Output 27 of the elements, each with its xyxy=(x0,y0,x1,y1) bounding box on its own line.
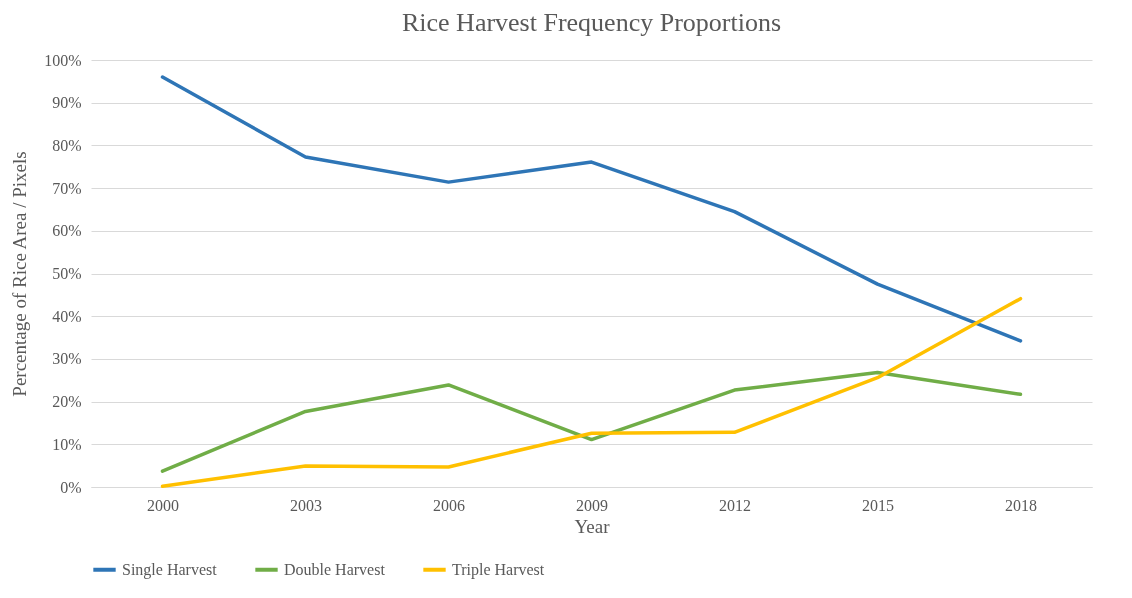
y-tick-label: 10% xyxy=(52,435,82,453)
chart-title: Rice Harvest Frequency Proportions xyxy=(401,8,782,37)
y-tick-label: 40% xyxy=(52,307,82,325)
x-tick-label: 2009 xyxy=(576,496,608,514)
y-tick-label: 90% xyxy=(52,94,82,112)
legend-label: Double Harvest xyxy=(284,560,386,578)
line-series xyxy=(160,296,1023,488)
line-series xyxy=(160,370,1023,473)
legend-label: Triple Harvest xyxy=(452,560,545,579)
y-tick-label: 70% xyxy=(52,179,82,197)
y-tick-label: 20% xyxy=(52,393,82,411)
x-tick-label: 2000 xyxy=(147,496,179,514)
y-tick-label: 100% xyxy=(44,51,82,69)
legend-label: Single Harvest xyxy=(122,560,218,579)
y-axis-title: Percentage of Rice Area / Pixels xyxy=(9,151,31,397)
y-tick-label: 80% xyxy=(52,136,82,154)
y-tick-label: 50% xyxy=(52,265,82,282)
line-series xyxy=(160,75,1023,343)
x-tick-label: 2012 xyxy=(719,496,751,514)
x-axis-title: Year xyxy=(574,515,611,537)
x-tick-label: 2006 xyxy=(433,496,465,514)
y-tick-label: 60% xyxy=(52,222,82,240)
x-tick-label: 2015 xyxy=(862,496,894,514)
x-tick-label: 2018 xyxy=(1005,496,1037,514)
y-tick-label: 30% xyxy=(52,350,82,368)
y-tick-label: 0% xyxy=(60,478,82,496)
x-tick-label: 2003 xyxy=(290,496,322,514)
